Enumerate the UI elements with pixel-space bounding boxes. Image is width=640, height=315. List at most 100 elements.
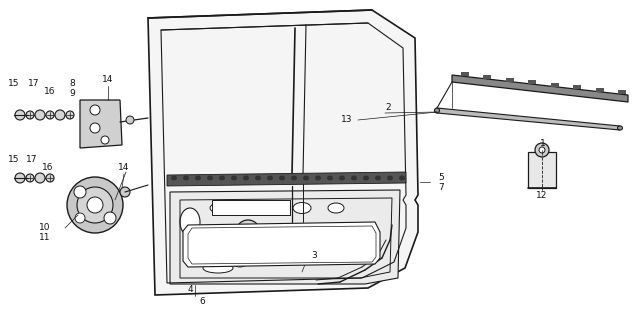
- Text: 12: 12: [536, 192, 548, 201]
- Ellipse shape: [387, 175, 393, 180]
- Polygon shape: [506, 77, 514, 82]
- Ellipse shape: [243, 175, 249, 180]
- Text: 16: 16: [44, 88, 56, 96]
- Text: 4: 4: [187, 285, 193, 295]
- Ellipse shape: [231, 175, 237, 180]
- Text: 13: 13: [340, 116, 352, 124]
- Ellipse shape: [171, 175, 177, 180]
- Text: 1: 1: [540, 140, 546, 148]
- Polygon shape: [618, 90, 626, 94]
- Ellipse shape: [255, 175, 261, 180]
- Ellipse shape: [328, 203, 344, 213]
- Circle shape: [74, 186, 86, 198]
- Polygon shape: [212, 200, 290, 215]
- Text: 9: 9: [69, 89, 75, 99]
- Polygon shape: [596, 88, 604, 92]
- Circle shape: [343, 253, 353, 263]
- Ellipse shape: [267, 175, 273, 180]
- Ellipse shape: [618, 126, 623, 130]
- Circle shape: [35, 173, 45, 183]
- Circle shape: [236, 220, 260, 244]
- Circle shape: [26, 111, 34, 119]
- Polygon shape: [528, 152, 556, 188]
- Circle shape: [282, 247, 288, 253]
- Circle shape: [305, 253, 315, 263]
- Circle shape: [126, 116, 134, 124]
- Text: 17: 17: [28, 79, 40, 89]
- Circle shape: [46, 111, 54, 119]
- Circle shape: [75, 213, 85, 223]
- Circle shape: [55, 110, 65, 120]
- Ellipse shape: [180, 208, 200, 236]
- Ellipse shape: [435, 108, 440, 113]
- Text: 3: 3: [311, 251, 317, 261]
- Ellipse shape: [293, 203, 311, 214]
- Ellipse shape: [375, 175, 381, 180]
- Text: 14: 14: [102, 76, 114, 84]
- Polygon shape: [550, 83, 559, 87]
- Text: 7: 7: [438, 184, 444, 192]
- Circle shape: [345, 235, 355, 245]
- Circle shape: [87, 197, 103, 213]
- Ellipse shape: [233, 259, 247, 267]
- Ellipse shape: [219, 175, 225, 180]
- Circle shape: [332, 247, 338, 253]
- Polygon shape: [461, 72, 469, 77]
- Circle shape: [104, 212, 116, 224]
- Text: 5: 5: [438, 174, 444, 182]
- Circle shape: [324, 226, 336, 238]
- Text: 6: 6: [199, 297, 205, 306]
- Circle shape: [15, 173, 25, 183]
- Circle shape: [242, 226, 254, 238]
- Polygon shape: [80, 100, 122, 148]
- Circle shape: [120, 187, 130, 197]
- Circle shape: [46, 174, 54, 182]
- Polygon shape: [437, 108, 620, 130]
- Text: 17: 17: [26, 156, 38, 164]
- Circle shape: [101, 136, 109, 144]
- Ellipse shape: [186, 237, 204, 259]
- Circle shape: [77, 187, 113, 223]
- Ellipse shape: [183, 175, 189, 180]
- Ellipse shape: [252, 203, 272, 214]
- Circle shape: [35, 110, 45, 120]
- Circle shape: [307, 242, 313, 248]
- Circle shape: [539, 147, 545, 153]
- Polygon shape: [452, 75, 628, 102]
- Polygon shape: [483, 75, 492, 79]
- Circle shape: [67, 177, 123, 233]
- Text: 14: 14: [118, 163, 130, 173]
- Circle shape: [26, 174, 34, 182]
- Polygon shape: [170, 190, 400, 284]
- Text: 8: 8: [69, 79, 75, 89]
- Ellipse shape: [327, 175, 333, 180]
- Circle shape: [352, 245, 358, 251]
- Ellipse shape: [363, 175, 369, 180]
- Text: 11: 11: [39, 233, 51, 243]
- Text: 10: 10: [39, 224, 51, 232]
- Ellipse shape: [303, 175, 309, 180]
- Polygon shape: [167, 172, 406, 186]
- Polygon shape: [573, 85, 581, 89]
- Text: 15: 15: [8, 79, 20, 89]
- Circle shape: [90, 105, 100, 115]
- Ellipse shape: [315, 175, 321, 180]
- Ellipse shape: [279, 175, 285, 180]
- Ellipse shape: [399, 175, 405, 180]
- Polygon shape: [528, 80, 536, 84]
- Text: 16: 16: [42, 163, 54, 173]
- Circle shape: [15, 110, 25, 120]
- Circle shape: [90, 123, 100, 133]
- Ellipse shape: [203, 263, 233, 273]
- Circle shape: [535, 143, 549, 157]
- Ellipse shape: [210, 203, 234, 214]
- Polygon shape: [148, 10, 418, 295]
- Polygon shape: [183, 222, 380, 267]
- Ellipse shape: [207, 175, 213, 180]
- Text: 2: 2: [385, 104, 391, 112]
- Circle shape: [66, 111, 74, 119]
- Circle shape: [365, 247, 375, 257]
- Text: 15: 15: [8, 156, 20, 164]
- Ellipse shape: [291, 175, 297, 180]
- Ellipse shape: [195, 175, 201, 180]
